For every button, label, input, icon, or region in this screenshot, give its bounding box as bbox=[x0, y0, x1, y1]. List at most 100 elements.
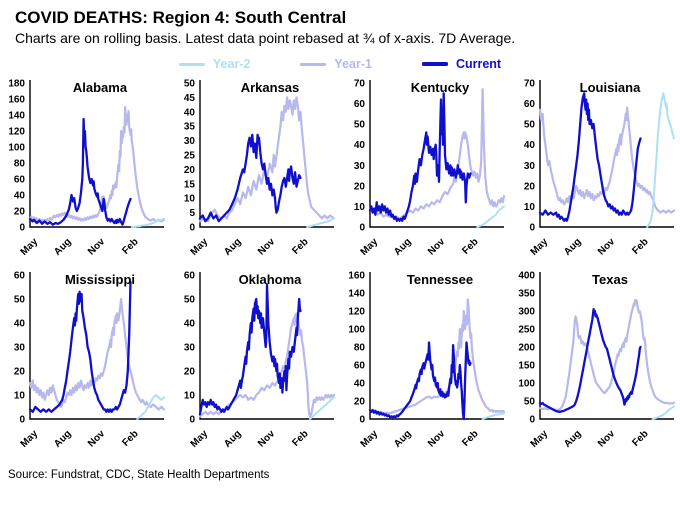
y-tick-label: 0 bbox=[189, 415, 195, 426]
y-axis-labels-alabama: 0 20 40 60 80 100 120 140 160 180 bbox=[8, 79, 25, 234]
y-axis-labels-mississippi: 0 10 20 30 40 50 60 bbox=[14, 271, 26, 426]
series-current-line-mississippi bbox=[28, 281, 132, 413]
y-tick-label: 60 bbox=[524, 99, 536, 110]
x-tick-label: May bbox=[19, 428, 41, 450]
y-tick-label: 160 bbox=[8, 95, 25, 106]
chart-arkansas: 0 5 10 15 20 25 30 35 40 45 50 May Aug Nov Feb Arkansas bbox=[184, 79, 336, 258]
series-year2-line-kentucky bbox=[476, 205, 505, 228]
y-tick-label: 10 bbox=[14, 391, 26, 402]
page-title: COVID DEATHS: Region 4: South Central bbox=[15, 8, 347, 27]
series-current-line-kentucky bbox=[368, 92, 472, 222]
y-tick-label: 20 bbox=[354, 397, 366, 408]
year1-line-swatch bbox=[300, 62, 327, 66]
series-year1-line-louisiana bbox=[538, 106, 676, 214]
x-tick-label: May bbox=[359, 428, 381, 450]
chart-title-arkansas: Arkansas bbox=[241, 80, 300, 95]
year2-line-swatch bbox=[178, 62, 205, 66]
chart-oklahoma: 0 10 20 30 40 50 60 May Aug Nov Feb Oklahoma bbox=[184, 271, 336, 450]
x-tick-label: Feb bbox=[120, 428, 140, 448]
chart-kentucky: 0 10 20 30 40 50 60 70 May Aug Nov Feb Kentucky bbox=[354, 79, 506, 258]
y-tick-label: 100 bbox=[8, 143, 25, 154]
y-tick-label: 40 bbox=[184, 319, 196, 330]
y-tick-label: 50 bbox=[524, 120, 536, 131]
y-tick-label: 40 bbox=[354, 379, 366, 390]
series-year1-line-mississippi bbox=[28, 297, 166, 411]
y-axis-labels-louisiana: 0 10 20 30 40 50 60 70 bbox=[524, 79, 536, 234]
series-year1-line-kentucky bbox=[368, 88, 506, 220]
x-axis-labels-arkansas: May Aug Nov Feb bbox=[189, 236, 311, 258]
chart-title-louisiana: Louisiana bbox=[580, 80, 641, 95]
x-tick-label: Aug bbox=[392, 428, 414, 450]
x-tick-label: Nov bbox=[596, 428, 617, 449]
x-tick-label: May bbox=[19, 236, 41, 258]
y-tick-label: 20 bbox=[184, 367, 196, 378]
y-tick-label: 0 bbox=[19, 415, 25, 426]
y-tick-label: 350 bbox=[518, 289, 535, 300]
chart-title-oklahoma: Oklahoma bbox=[239, 272, 303, 287]
y-tick-label: 60 bbox=[354, 99, 366, 110]
chart-cell-mississippi: 0 10 20 30 40 50 60 May Aug Nov Feb Mississippi bbox=[0, 267, 170, 459]
chart-title-texas: Texas bbox=[592, 272, 628, 287]
legend-label-current: Current bbox=[455, 57, 502, 71]
x-tick-label: Aug bbox=[222, 236, 244, 258]
y-tick-label: 250 bbox=[518, 325, 535, 336]
source-text: Source: Fundstrat, CDC, State Health Dep… bbox=[8, 469, 270, 481]
current-line-swatch bbox=[421, 62, 448, 66]
series-year2-line-louisiana bbox=[646, 92, 675, 228]
y-tick-label: 200 bbox=[518, 343, 535, 354]
y-tick-label: 60 bbox=[184, 271, 196, 282]
legend: Year-2 Year-1 Current bbox=[0, 55, 680, 73]
series-current-line-alabama bbox=[28, 117, 132, 226]
y-tick-label: 160 bbox=[348, 271, 365, 282]
chart-cell-texas: 0 50 100 150 200 250 300 350 400 May Aug Nov Feb Texa… bbox=[510, 267, 680, 459]
y-tick-label: 10 bbox=[184, 194, 196, 205]
series-year2-line-oklahoma bbox=[308, 396, 335, 420]
axis-lines-mississippi bbox=[29, 272, 164, 420]
axis-lines-oklahoma bbox=[199, 272, 334, 420]
y-tick-label: 20 bbox=[14, 367, 26, 378]
series-current-line-tennessee bbox=[368, 341, 472, 421]
series-year1-line-arkansas bbox=[198, 96, 336, 223]
y-tick-label: 40 bbox=[14, 319, 26, 330]
chart-mississippi: 0 10 20 30 40 50 60 May Aug Nov Feb Mississippi bbox=[14, 271, 166, 450]
y-tick-label: 35 bbox=[184, 122, 196, 133]
legend-label-year2: Year-2 bbox=[212, 57, 251, 71]
x-axis-labels-alabama: May Aug Nov Feb bbox=[19, 236, 141, 258]
y-axis-labels-oklahoma: 0 10 20 30 40 50 60 bbox=[184, 271, 196, 426]
x-tick-label: Feb bbox=[630, 236, 650, 256]
x-tick-label: Aug bbox=[52, 428, 74, 450]
y-tick-label: 20 bbox=[184, 165, 196, 176]
x-axis-labels-tennessee: May Aug Nov Feb bbox=[359, 428, 481, 450]
chart-louisiana: 0 10 20 30 40 50 60 70 May Aug Nov Feb Louisiana bbox=[524, 79, 676, 258]
y-tick-label: 60 bbox=[354, 361, 366, 372]
x-tick-label: May bbox=[529, 428, 551, 450]
y-tick-label: 20 bbox=[524, 181, 536, 192]
y-tick-label: 30 bbox=[184, 343, 196, 354]
axis-lines-kentucky bbox=[369, 80, 504, 228]
series-year2-line-mississippi bbox=[136, 394, 165, 420]
series-year1-line-alabama bbox=[28, 105, 166, 224]
y-tick-label: 70 bbox=[524, 79, 536, 90]
chart-texas: 0 50 100 150 200 250 300 350 400 May Aug Nov Feb Texa… bbox=[518, 271, 676, 450]
y-tick-label: 60 bbox=[14, 175, 26, 186]
x-tick-label: Feb bbox=[290, 236, 310, 256]
y-tick-label: 45 bbox=[184, 93, 196, 104]
series-year1-line-texas bbox=[538, 299, 676, 412]
y-tick-label: 140 bbox=[8, 111, 25, 122]
y-tick-label: 20 bbox=[354, 181, 366, 192]
y-tick-label: 400 bbox=[518, 271, 535, 282]
x-axis-labels-texas: May Aug Nov Feb bbox=[529, 428, 651, 450]
y-tick-label: 40 bbox=[14, 191, 26, 202]
x-tick-label: Feb bbox=[460, 428, 480, 448]
y-tick-label: 50 bbox=[14, 295, 26, 306]
y-tick-label: 0 bbox=[529, 223, 535, 234]
y-tick-label: 0 bbox=[189, 223, 195, 234]
x-tick-label: May bbox=[189, 428, 211, 450]
y-tick-label: 80 bbox=[14, 159, 26, 170]
x-tick-label: Feb bbox=[120, 236, 140, 256]
x-tick-label: May bbox=[359, 236, 381, 258]
x-tick-label: Nov bbox=[86, 428, 107, 449]
x-axis-labels-kentucky: May Aug Nov Feb bbox=[359, 236, 481, 258]
x-tick-label: Nov bbox=[256, 236, 277, 257]
y-tick-label: 10 bbox=[354, 202, 366, 213]
